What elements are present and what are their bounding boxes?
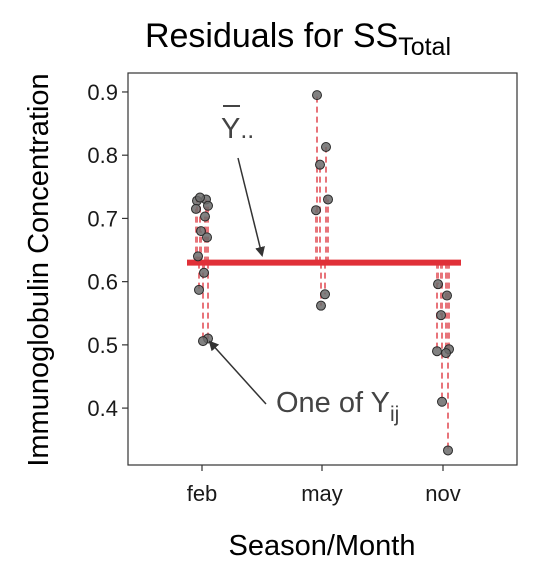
x-tick-label: may — [301, 481, 343, 506]
data-point — [191, 203, 201, 214]
data-point — [323, 194, 333, 205]
y-tick-label: 0.5 — [87, 333, 118, 358]
x-axis-title: Season/Month — [228, 530, 415, 562]
y-tick-label: 0.4 — [87, 396, 118, 421]
data-point — [432, 346, 442, 357]
data-point — [441, 348, 451, 359]
data-point — [436, 310, 446, 321]
plot-panel — [127, 72, 518, 466]
y-tick-label: 0.7 — [87, 206, 118, 231]
data-point — [321, 141, 331, 152]
data-point — [202, 232, 212, 243]
data-point — [443, 445, 453, 456]
chart-title: Residuals for SSTotal — [145, 17, 451, 61]
data-point — [203, 200, 213, 211]
data-point — [315, 159, 325, 170]
data-point — [320, 289, 330, 300]
grand-mean-annotation: Y.. — [221, 105, 265, 257]
y-tick-label: 0.6 — [87, 270, 118, 295]
observation-arrow — [208, 340, 267, 405]
grand-mean-label: Y.. — [221, 113, 254, 145]
data-point — [442, 290, 452, 301]
data-points — [191, 90, 454, 456]
data-point — [198, 336, 208, 347]
data-point — [196, 226, 206, 237]
y-axis: 0.4 0.5 0.6 0.7 0.8 0.9 — [87, 80, 128, 421]
y-tick-label: 0.9 — [87, 80, 118, 105]
data-point — [200, 211, 210, 222]
y-tick-label: 0.8 — [87, 143, 118, 168]
data-point — [195, 192, 205, 203]
x-axis: feb may nov — [187, 465, 461, 506]
data-point — [311, 205, 321, 216]
observation-annotation: One of Yij — [208, 340, 399, 426]
data-point — [194, 284, 204, 295]
observation-label: One of Yij — [276, 387, 399, 426]
x-tick-label: feb — [187, 481, 218, 506]
data-point — [316, 300, 326, 311]
data-point — [312, 90, 322, 101]
data-point — [199, 267, 209, 278]
y-axis-title: Immunoglobulin Concentration — [23, 73, 55, 466]
data-point — [437, 396, 447, 407]
data-point — [193, 251, 203, 262]
data-point — [433, 279, 443, 290]
grand-mean-arrow — [237, 157, 265, 257]
x-tick-label: nov — [425, 481, 460, 506]
